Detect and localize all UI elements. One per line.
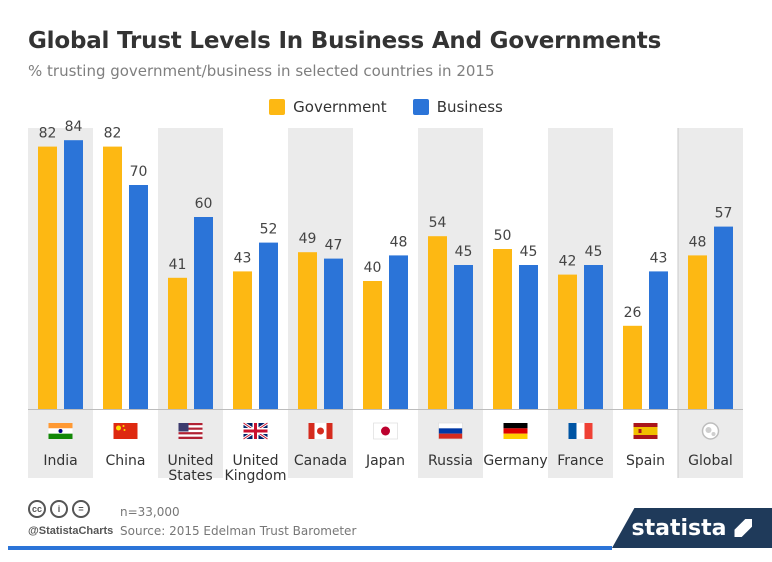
china-flag-icon bbox=[113, 423, 138, 439]
data-label-business-10: 57 bbox=[715, 206, 733, 222]
data-label-government-0: 82 bbox=[39, 126, 57, 142]
category-label-1: China bbox=[106, 453, 146, 469]
category-label-8: France bbox=[557, 453, 604, 469]
legend-swatch-business bbox=[412, 99, 429, 115]
source-note: Source: 2015 Edelman Trust Barometer bbox=[120, 524, 357, 538]
statista-handle[interactable]: @StatistaCharts bbox=[28, 525, 114, 537]
data-label-business-7: 45 bbox=[520, 244, 538, 260]
bar-government-2 bbox=[168, 277, 187, 409]
bar-government-5 bbox=[363, 281, 382, 409]
data-label-business-1: 70 bbox=[130, 164, 148, 180]
bar-business-10 bbox=[714, 226, 733, 409]
data-label-government-1: 82 bbox=[104, 126, 122, 142]
chart-title: Global Trust Levels In Business And Gove… bbox=[28, 28, 662, 54]
bar-government-7 bbox=[493, 249, 512, 409]
category-label-2: United States bbox=[168, 453, 214, 484]
globe-icon bbox=[701, 422, 720, 440]
category-label-0: India bbox=[43, 453, 77, 469]
data-label-business-4: 47 bbox=[325, 238, 343, 254]
data-label-business-3: 52 bbox=[260, 222, 278, 238]
data-label-government-8: 42 bbox=[559, 254, 577, 270]
bar-government-1 bbox=[103, 146, 122, 409]
legend-label-government: Government bbox=[293, 98, 387, 116]
sample-size: n=33,000 bbox=[120, 505, 180, 519]
uk-flag-icon bbox=[242, 421, 269, 441]
canada-flag-icon bbox=[308, 423, 333, 439]
data-label-government-6: 54 bbox=[429, 215, 447, 231]
bar-government-4 bbox=[298, 252, 317, 409]
category-label-4: Canada bbox=[294, 453, 347, 469]
legend-swatch-government bbox=[269, 99, 286, 115]
bar-government-9 bbox=[623, 325, 642, 409]
bar-business-5 bbox=[389, 255, 408, 409]
france-flag-icon bbox=[568, 423, 593, 439]
data-label-government-10: 48 bbox=[689, 234, 707, 250]
category-label-10: Global bbox=[688, 453, 733, 469]
data-label-government-4: 49 bbox=[299, 231, 317, 247]
russia-flag-icon bbox=[438, 422, 463, 440]
data-label-government-3: 43 bbox=[234, 250, 252, 266]
legend-item-business[interactable]: Business bbox=[412, 96, 503, 118]
bar-business-0 bbox=[64, 140, 83, 409]
spain-flag-icon bbox=[633, 423, 658, 439]
bar-government-3 bbox=[233, 271, 252, 409]
data-label-business-0: 84 bbox=[65, 119, 83, 135]
germany-flag-icon bbox=[503, 423, 528, 439]
bar-chart: 82 84 India 82 70 China 41 60 United States 43 52 Un… bbox=[28, 119, 743, 484]
bar-government-8 bbox=[558, 274, 577, 409]
attribution-icon: i bbox=[50, 500, 68, 518]
statista-wordmark: statista bbox=[631, 515, 727, 541]
bar-business-6 bbox=[454, 265, 473, 409]
data-label-business-6: 45 bbox=[455, 244, 473, 260]
legend-label-business: Business bbox=[436, 98, 503, 116]
bar-business-9 bbox=[649, 271, 668, 409]
bar-business-2 bbox=[194, 217, 213, 409]
bottom-accent-bar bbox=[8, 546, 612, 550]
bar-business-8 bbox=[584, 265, 603, 409]
data-label-government-2: 41 bbox=[169, 257, 187, 273]
japan-flag-icon bbox=[373, 422, 398, 440]
data-label-business-2: 60 bbox=[195, 196, 213, 212]
category-label-6: Russia bbox=[428, 453, 473, 469]
data-label-business-5: 48 bbox=[390, 234, 408, 250]
bar-government-0 bbox=[38, 146, 57, 409]
category-label-9: Spain bbox=[626, 453, 665, 469]
bar-business-1 bbox=[129, 185, 148, 409]
bar-business-7 bbox=[519, 265, 538, 409]
statista-mark-icon bbox=[734, 519, 753, 537]
category-label-5: Japan bbox=[365, 453, 405, 469]
india-flag-icon bbox=[48, 423, 73, 439]
data-label-government-5: 40 bbox=[364, 260, 382, 276]
data-label-government-9: 26 bbox=[624, 305, 642, 321]
data-label-government-7: 50 bbox=[494, 228, 512, 244]
category-label-3: United Kingdom bbox=[225, 453, 287, 484]
bar-business-4 bbox=[324, 258, 343, 409]
legend: Government Business bbox=[0, 96, 772, 118]
statista-logo[interactable]: statista bbox=[612, 508, 772, 548]
bar-government-6 bbox=[428, 236, 447, 409]
bar-government-10 bbox=[688, 255, 707, 409]
license-icons: cc i = bbox=[28, 500, 90, 518]
data-label-business-9: 43 bbox=[650, 250, 668, 266]
chart-subtitle: % trusting government/business in select… bbox=[28, 62, 495, 80]
cc-icon: cc bbox=[28, 500, 46, 518]
data-label-business-8: 45 bbox=[585, 244, 603, 260]
legend-item-government[interactable]: Government bbox=[269, 96, 387, 118]
category-label-7: Germany bbox=[483, 453, 547, 469]
bar-business-3 bbox=[259, 242, 278, 409]
usa-flag-icon bbox=[178, 423, 203, 439]
no-derivatives-icon: = bbox=[72, 500, 90, 518]
